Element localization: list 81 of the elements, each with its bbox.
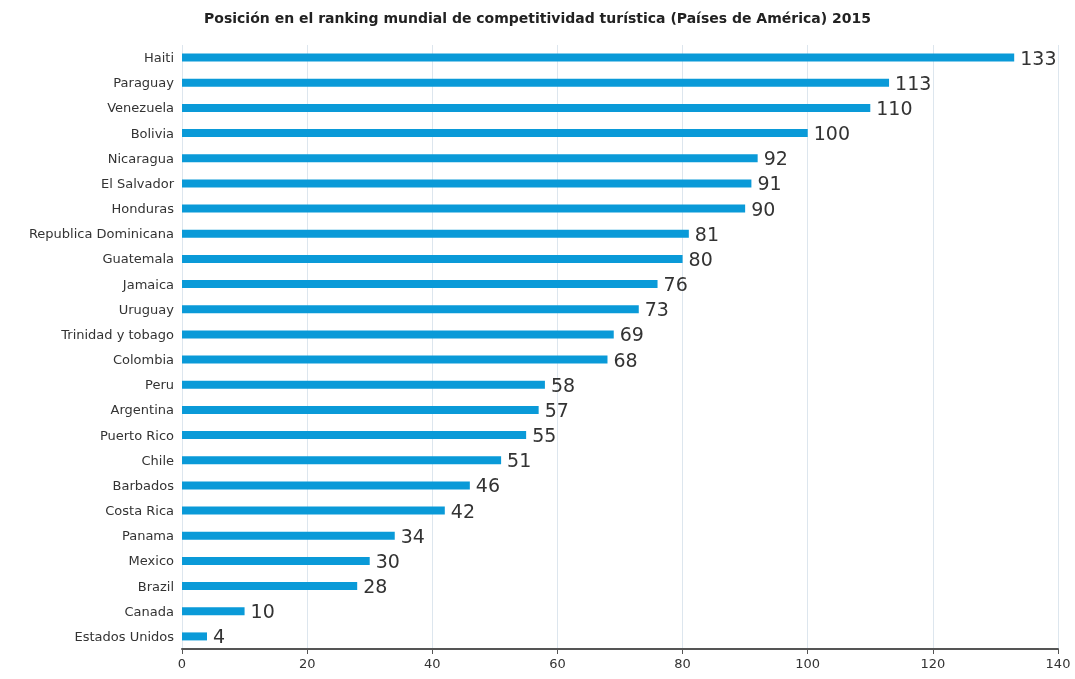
data-label: 92 — [763, 147, 788, 170]
y-tick-label: Jamaica — [121, 276, 174, 292]
y-tick-label: Republica Dominicana — [28, 226, 174, 242]
data-label: 80 — [688, 247, 713, 270]
y-tick-label: Argentina — [110, 402, 174, 418]
x-tick-label: 60 — [549, 656, 566, 671]
bar — [182, 531, 395, 540]
bar — [182, 632, 208, 641]
data-label: 110 — [876, 96, 913, 119]
bar — [182, 582, 358, 591]
bar — [182, 53, 1015, 62]
y-tick-label: Estados Unidos — [74, 628, 175, 644]
bar — [182, 254, 683, 263]
bar — [182, 380, 545, 389]
bar — [182, 154, 758, 163]
bar — [182, 305, 639, 314]
y-tick-label: Canada — [124, 603, 174, 619]
data-label: 42 — [450, 499, 475, 522]
data-label: 76 — [663, 273, 688, 296]
bar — [182, 78, 890, 87]
y-tick-label: Honduras — [111, 201, 175, 217]
y-tick-label: Costa Rica — [105, 503, 174, 519]
bar — [182, 607, 245, 616]
y-tick-label: Uruguay — [118, 301, 175, 317]
data-label: 91 — [757, 172, 782, 195]
bar — [182, 129, 808, 138]
bar — [182, 229, 689, 238]
bar — [182, 506, 445, 515]
data-label: 4 — [213, 625, 226, 648]
bar — [182, 330, 614, 339]
y-tick-label: Mexico — [128, 553, 175, 569]
y-tick-label: Paraguay — [113, 75, 175, 91]
y-tick-label: Guatemala — [102, 251, 174, 267]
bar — [182, 405, 539, 414]
bar — [182, 355, 608, 364]
data-label: 57 — [544, 398, 569, 421]
x-tick-label: 100 — [795, 656, 821, 671]
y-tick-label: Haiti — [143, 50, 174, 66]
y-tick-label: Venezuela — [107, 100, 174, 116]
data-label: 100 — [813, 122, 850, 145]
y-tick-label: Panama — [121, 528, 174, 544]
data-label: 34 — [400, 524, 425, 547]
y-tick-label: Nicaragua — [107, 150, 174, 166]
y-tick-label: Brazil — [137, 578, 174, 594]
x-tick-label: 80 — [674, 656, 691, 671]
y-tick-label: Trinidad y tobago — [60, 326, 175, 342]
data-label: 28 — [363, 575, 388, 598]
data-label: 73 — [644, 298, 669, 321]
y-tick-label: Peru — [145, 377, 174, 393]
data-label: 90 — [751, 197, 776, 220]
data-label: 46 — [475, 474, 501, 497]
bar — [182, 179, 752, 188]
y-tick-label: Puerto Rico — [99, 427, 175, 443]
y-tick-label: Colombia — [112, 352, 174, 368]
x-tick-label: 0 — [177, 656, 187, 671]
x-tick-label: 20 — [298, 656, 316, 671]
y-tick-label: Chile — [141, 452, 174, 468]
chart-title: Posición en el ranking mundial de competitividad turística (Países de América) 2015 — [204, 10, 871, 26]
bar — [182, 456, 502, 465]
data-label: 68 — [613, 348, 638, 371]
bar — [182, 556, 370, 565]
data-label: 10 — [250, 600, 275, 623]
bar — [182, 431, 527, 440]
x-tick-label: 140 — [1045, 656, 1071, 671]
bar — [182, 204, 746, 213]
bar — [182, 280, 658, 289]
y-tick-label: Barbados — [112, 477, 175, 493]
data-label: 58 — [550, 373, 576, 396]
data-label: 30 — [375, 549, 400, 572]
y-tick-label: El Salvador — [101, 175, 175, 191]
data-label: 81 — [694, 222, 720, 245]
data-label: 133 — [1020, 46, 1057, 69]
bar — [182, 481, 470, 490]
x-tick-label: 40 — [424, 656, 441, 671]
data-label: 113 — [895, 71, 932, 94]
data-label: 55 — [532, 424, 557, 447]
x-tick-label: 120 — [920, 656, 946, 671]
bar — [182, 103, 871, 112]
data-label: 69 — [619, 323, 644, 346]
data-label: 51 — [507, 449, 532, 472]
y-tick-label: Bolivia — [130, 125, 174, 141]
